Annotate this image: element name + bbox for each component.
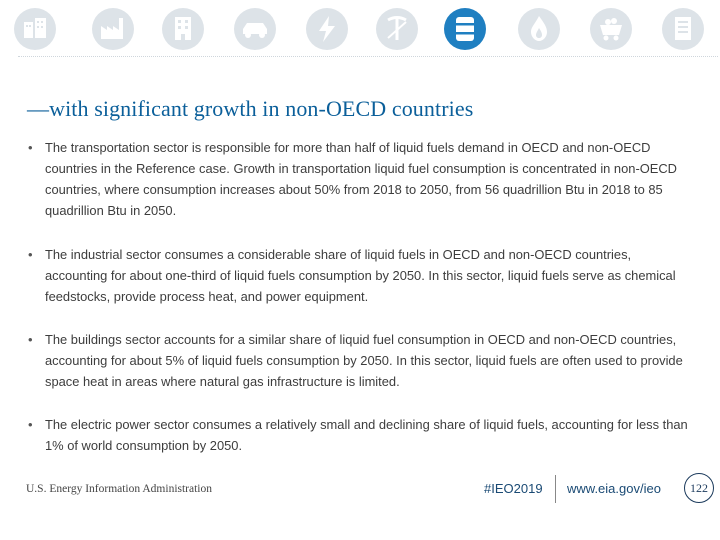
bullet-marker: • xyxy=(28,140,33,155)
slide-title: —with significant growth in non-OECD cou… xyxy=(27,96,474,121)
footer-divider xyxy=(555,475,556,503)
sector-icon-bar xyxy=(10,6,710,52)
lightning-icon[interactable] xyxy=(304,6,350,52)
bullet-buildings: The buildings sector accounts for a simi… xyxy=(45,332,683,389)
page-number: 122 xyxy=(690,480,708,495)
buildings-icon[interactable] xyxy=(12,6,58,52)
bullet-transportation: The transportation sector is responsible… xyxy=(45,140,677,218)
flame-icon[interactable] xyxy=(516,6,562,52)
bullet-marker: • xyxy=(28,417,33,432)
footer-organization: U.S. Energy Information Administration xyxy=(26,483,213,495)
header-divider xyxy=(18,56,718,57)
bullet-industrial: The industrial sector consumes a conside… xyxy=(45,247,676,304)
car-icon[interactable] xyxy=(232,6,278,52)
oil-barrel-icon[interactable] xyxy=(442,6,488,52)
footer-url-link[interactable]: www.eia.gov/ieo xyxy=(567,481,661,496)
bullet-marker: • xyxy=(28,247,33,262)
bullet-marker: • xyxy=(28,332,33,347)
factory-icon[interactable] xyxy=(90,6,136,52)
footer-hashtag[interactable]: #IEO2019 xyxy=(484,481,543,496)
coal-cart-icon[interactable] xyxy=(588,6,634,52)
bullet-electric-power: The electric power sector consumes a rel… xyxy=(45,417,688,453)
mining-tools-icon[interactable] xyxy=(374,6,420,52)
document-icon[interactable] xyxy=(660,6,706,52)
office-building-icon[interactable] xyxy=(160,6,206,52)
page-number-badge: 122 xyxy=(684,473,714,503)
